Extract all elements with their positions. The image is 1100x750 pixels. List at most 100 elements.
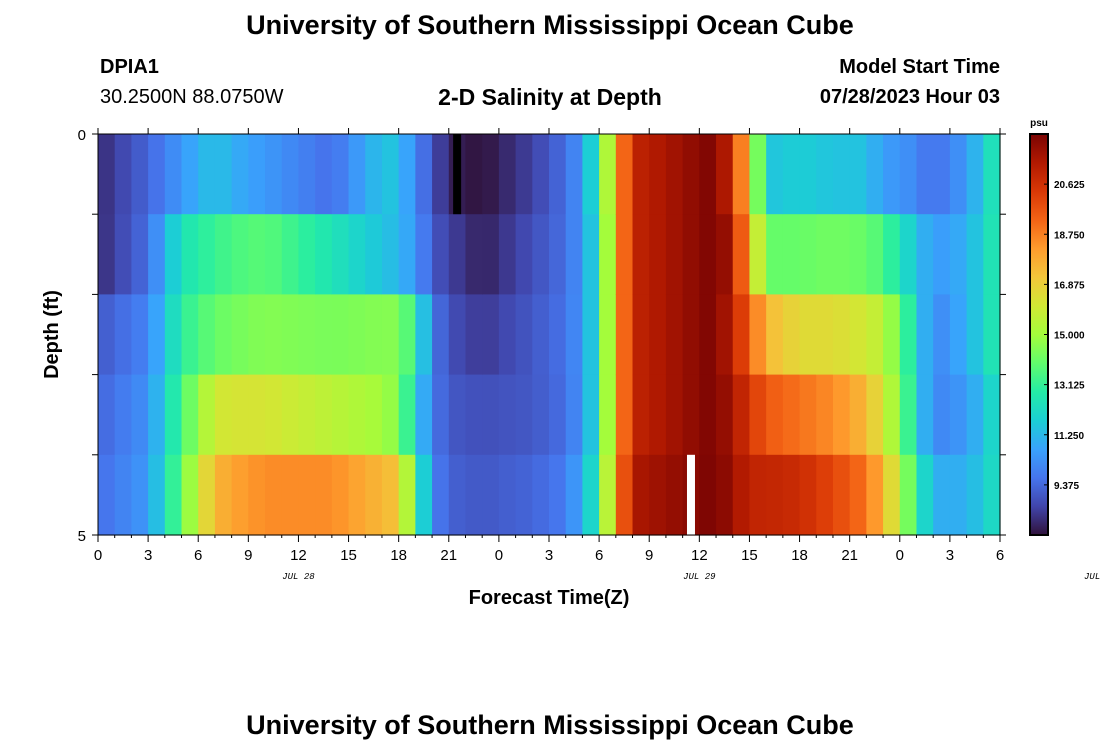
- heatmap-markers: [453, 134, 695, 535]
- heatmap-cell: [916, 134, 934, 215]
- heatmap-cell: [398, 134, 416, 215]
- heatmap-cell: [899, 214, 918, 295]
- heatmap-cell: [749, 454, 767, 536]
- heatmap-cell: [164, 294, 183, 376]
- heatmap-cell: [432, 454, 450, 536]
- heatmap-cell: [198, 134, 216, 215]
- heatmap-cell: [265, 294, 283, 376]
- heatmap-marker: [686, 454, 695, 535]
- x-tick-label: 21: [440, 547, 457, 564]
- heatmap-cell: [682, 214, 700, 295]
- colorbar-tick-label: 9.375: [1054, 481, 1079, 492]
- colorbar-tick-label: 15.000: [1054, 331, 1085, 342]
- heatmap-cell: [632, 374, 650, 456]
- heatmap-cell: [899, 294, 918, 376]
- heatmap-cell: [632, 294, 650, 376]
- heatmap-cell: [549, 294, 567, 376]
- heatmap-cell: [749, 294, 767, 376]
- heatmap-cell: [214, 214, 233, 295]
- heatmap-cell: [532, 214, 550, 295]
- heatmap-cell: [883, 454, 901, 536]
- heatmap-cell: [983, 294, 1001, 376]
- heatmap-cell: [398, 454, 416, 536]
- y-axis: 05: [78, 127, 1006, 545]
- heatmap-cell: [615, 454, 634, 536]
- heatmap-cell: [164, 454, 183, 536]
- y-tick-label: 0: [78, 127, 86, 144]
- heatmap-cell: [198, 214, 216, 295]
- heatmap-cell: [649, 134, 667, 215]
- heatmap-cell: [448, 374, 467, 456]
- heatmap-cell: [515, 294, 533, 376]
- x-axis-title: Forecast Time(Z): [469, 587, 630, 609]
- heatmap-cell: [398, 214, 416, 295]
- heatmap-cell: [148, 374, 166, 456]
- heatmap-cell: [732, 294, 751, 376]
- x-tick-label: 3: [144, 547, 152, 564]
- heatmap-cell: [983, 374, 1001, 456]
- heatmap-cell: [114, 454, 132, 536]
- x-tick-label: 9: [244, 547, 252, 564]
- heatmap-cell: [615, 214, 634, 295]
- heatmap-cell: [816, 374, 834, 456]
- heatmap-cell: [298, 294, 316, 376]
- heatmap-cell: [665, 134, 684, 215]
- heatmap-cell: [532, 374, 550, 456]
- heatmap-cell: [716, 454, 734, 536]
- heatmap-cell: [665, 214, 684, 295]
- heatmap-cell: [148, 294, 166, 376]
- heatmap-cell: [716, 374, 734, 456]
- heatmap-cell: [515, 134, 533, 215]
- heatmap-cell: [164, 374, 183, 456]
- heatmap-cell: [331, 214, 350, 295]
- heatmap-cell: [916, 294, 934, 376]
- heatmap-cell: [214, 374, 233, 456]
- heatmap-cell: [298, 454, 316, 536]
- heatmap-cell: [98, 454, 116, 536]
- heatmap-cell: [348, 454, 366, 536]
- page-title: University of Southern Mississippi Ocean…: [246, 10, 854, 40]
- heatmap-cell: [231, 454, 249, 536]
- x-tick-label: 12: [290, 547, 307, 564]
- heatmap-cell: [114, 374, 132, 456]
- heatmap-cell: [816, 294, 834, 376]
- colorbar-tick-label: 11.250: [1054, 431, 1084, 442]
- heatmap-cell: [265, 134, 283, 215]
- heatmap-cell: [365, 134, 383, 215]
- heatmap-cell: [549, 134, 567, 215]
- y-tick-label: 5: [78, 528, 86, 545]
- heatmap-cell: [782, 454, 801, 536]
- heatmap-cell: [114, 214, 132, 295]
- heatmap-cell: [766, 374, 784, 456]
- heatmap-cell: [348, 214, 366, 295]
- heatmap-cell: [365, 374, 383, 456]
- x-tick-label: 3: [946, 547, 954, 564]
- heatmap-cell: [482, 454, 500, 536]
- heatmap-cell: [415, 214, 433, 295]
- model-start-label: Model Start Time: [839, 56, 1000, 78]
- heatmap-cell: [782, 134, 801, 215]
- heatmap-cell: [782, 374, 801, 456]
- heatmap-cell: [549, 214, 567, 295]
- heatmap-cell: [699, 374, 717, 456]
- heatmap-cell: [966, 134, 984, 215]
- heatmap-cell: [732, 374, 751, 456]
- heatmap-cell: [482, 214, 500, 295]
- heatmap-cell: [248, 374, 266, 456]
- heatmap-cell: [883, 134, 901, 215]
- heatmap-cell: [933, 294, 951, 376]
- heatmap-cell: [599, 214, 617, 295]
- heatmap-cell: [549, 454, 567, 536]
- heatmap-cell: [164, 134, 183, 215]
- heatmap-cell: [181, 294, 199, 376]
- heatmap-cell: [214, 134, 233, 215]
- heatmap-cell: [716, 214, 734, 295]
- heatmap-cell: [849, 294, 867, 376]
- x-tick-label: 6: [194, 547, 202, 564]
- heatmap-cell: [131, 454, 149, 536]
- heatmap-cell: [281, 214, 300, 295]
- heatmap-cell: [933, 374, 951, 456]
- heatmap-cell: [348, 374, 366, 456]
- heatmap-cell: [782, 294, 801, 376]
- heatmap-cell: [298, 374, 316, 456]
